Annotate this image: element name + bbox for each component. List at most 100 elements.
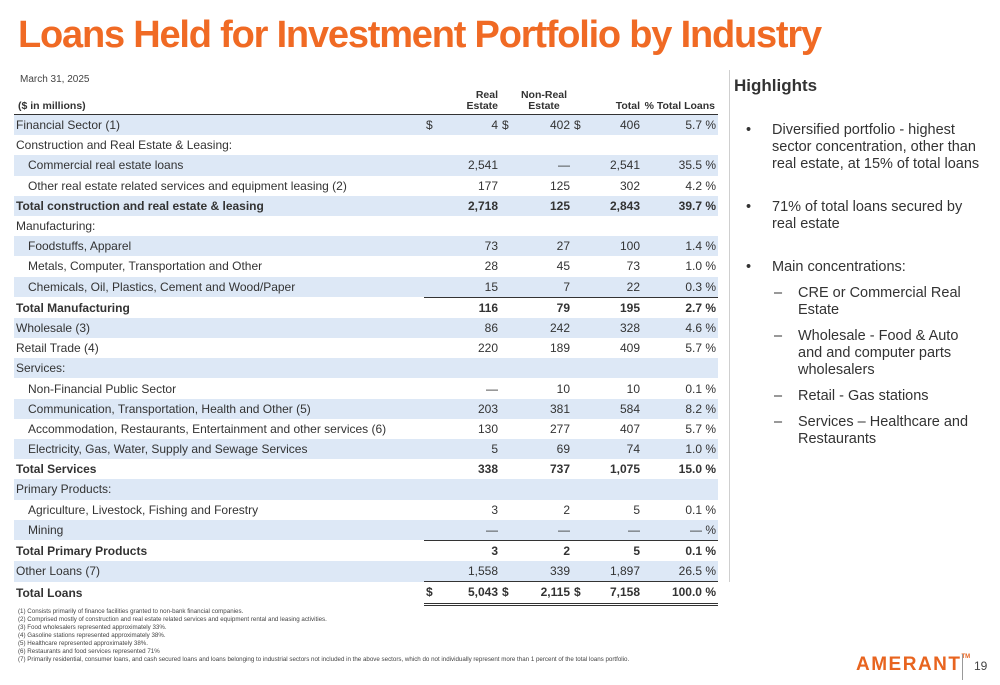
highlights-panel: Highlights • Diversified portfolio - hig… xyxy=(734,76,984,448)
sub-bullet-marker: – xyxy=(774,285,783,301)
real-estate-value: 220 xyxy=(477,341,498,356)
real-estate-value: 3 xyxy=(440,539,500,562)
dollar-sign xyxy=(500,276,516,298)
row-label: Mining xyxy=(14,519,424,541)
table-row: Other real estate related services and e… xyxy=(14,176,718,196)
dollar-sign xyxy=(424,378,440,398)
dollar-sign: $ xyxy=(572,581,588,606)
vertical-divider xyxy=(729,70,730,582)
dollar-sign xyxy=(424,500,440,520)
non-real-estate-value: 2,115 xyxy=(516,581,572,606)
non-real-estate-value: 339 xyxy=(516,561,572,582)
header-pct-total: % Total Loans xyxy=(644,100,715,112)
dollar-sign xyxy=(500,195,516,216)
table-row: Mining — — — — % xyxy=(14,519,718,541)
non-real-estate-value xyxy=(516,479,572,500)
table-row: Total Manufacturing 116 79 195 2.7 % xyxy=(14,296,718,318)
real-estate-value: 28 xyxy=(484,259,498,274)
real-estate-value xyxy=(440,358,500,379)
total-value: 74 xyxy=(588,439,642,460)
non-real-estate-value: 2 xyxy=(563,502,570,517)
dollar-sign xyxy=(500,155,516,176)
pct-total-value: 5.7 % xyxy=(685,421,716,436)
total-value: 5 xyxy=(633,502,640,517)
non-real-estate-value: 125 xyxy=(516,195,572,216)
table-row: Total construction and real estate & lea… xyxy=(14,195,718,216)
total-value: 409 xyxy=(619,341,640,356)
non-real-estate-value: 7 xyxy=(516,276,572,298)
total-value: 1,897 xyxy=(588,561,642,582)
dollar-sign xyxy=(500,539,516,562)
real-estate-value: 338 xyxy=(477,462,498,477)
total-value: 584 xyxy=(588,398,642,419)
dollar-sign xyxy=(424,296,440,318)
dollar-sign xyxy=(572,296,588,318)
total-value: 10 xyxy=(626,381,640,396)
row-label: Commercial real estate loans xyxy=(14,155,424,176)
row-label: Other Loans (7) xyxy=(14,561,424,582)
logo-trademark: TM xyxy=(961,654,971,660)
row-label: Other real estate related services and e… xyxy=(28,178,347,193)
dollar-sign: $ xyxy=(424,581,440,606)
bullet-marker: • xyxy=(746,122,752,138)
dollar-sign xyxy=(572,419,588,439)
real-estate-value: 86 xyxy=(440,317,500,339)
footnote: (7) Primarily residential, consumer loan… xyxy=(18,656,630,663)
as-of-date: March 31, 2025 xyxy=(20,74,90,85)
dollar-sign xyxy=(500,419,516,439)
non-real-estate-value: 69 xyxy=(516,439,572,460)
dollar-sign xyxy=(424,236,440,257)
pct-total-value: 4.6 % xyxy=(642,317,718,339)
dollar-sign xyxy=(572,439,588,460)
real-estate-value: 2,541 xyxy=(440,155,500,176)
bullet-marker: • xyxy=(746,259,752,275)
row-label: Electricity, Gas, Water, Supply and Sewa… xyxy=(14,439,424,460)
row-label: Total Loans xyxy=(16,585,83,600)
sub-bullet-marker: – xyxy=(774,388,783,404)
dollar-sign xyxy=(424,479,440,500)
row-label: Total Primary Products xyxy=(16,543,148,558)
dollar-sign xyxy=(500,256,516,276)
real-estate-value: — xyxy=(486,381,498,396)
non-real-estate-value: 277 xyxy=(549,421,570,436)
row-label: Chemicals, Oil, Plastics, Cement and Woo… xyxy=(14,276,424,298)
dollar-sign xyxy=(572,155,588,176)
dollar-sign: $ xyxy=(500,114,516,136)
row-label: Financial Sector (1) xyxy=(14,114,424,136)
table-row: Metals, Computer, Transportation and Oth… xyxy=(14,256,718,276)
table-row: Accommodation, Restaurants, Entertainmen… xyxy=(14,419,718,439)
dollar-sign xyxy=(424,338,440,358)
table-row: Other Loans (7) 1,558 339 1,897 26.5 % xyxy=(14,561,718,582)
pct-total-value: 5.7 % xyxy=(642,114,718,136)
sub-bullet-text: Retail - Gas stations xyxy=(798,388,929,404)
real-estate-value: 203 xyxy=(440,398,500,419)
table-row: Services: xyxy=(14,358,718,379)
total-value: 407 xyxy=(619,421,640,436)
dollar-sign xyxy=(424,539,440,562)
non-real-estate-value: 402 xyxy=(516,114,572,136)
sub-bullet-marker: – xyxy=(774,328,783,344)
amerant-logo: AMERANTTM xyxy=(856,654,970,676)
footnote: (1) Consists primarily of finance facili… xyxy=(18,608,244,615)
non-real-estate-value: — xyxy=(516,519,572,541)
row-label: Manufacturing: xyxy=(16,219,96,234)
row-label: Foodstuffs, Apparel xyxy=(14,236,424,257)
real-estate-value: 177 xyxy=(477,178,498,193)
total-value: 302 xyxy=(619,178,640,193)
pct-total-value: — % xyxy=(642,519,718,541)
dollar-sign xyxy=(500,338,516,358)
dollar-sign xyxy=(572,135,588,155)
dollar-sign: $ xyxy=(500,581,516,606)
dollar-sign xyxy=(572,398,588,419)
sub-bullet-text: CRE or Commercial Real Estate xyxy=(798,285,961,318)
logo-divider xyxy=(962,654,963,680)
real-estate-value xyxy=(440,216,500,236)
dollar-sign xyxy=(500,479,516,500)
real-estate-value: 130 xyxy=(477,421,498,436)
dollar-sign xyxy=(572,358,588,379)
footnote: (3) Food wholesalers represented approxi… xyxy=(18,624,167,631)
dollar-sign xyxy=(424,398,440,419)
total-value: 1,075 xyxy=(609,462,640,477)
table-row: Retail Trade (4) 220 189 409 5.7 % xyxy=(14,338,718,358)
dollar-sign xyxy=(572,256,588,276)
